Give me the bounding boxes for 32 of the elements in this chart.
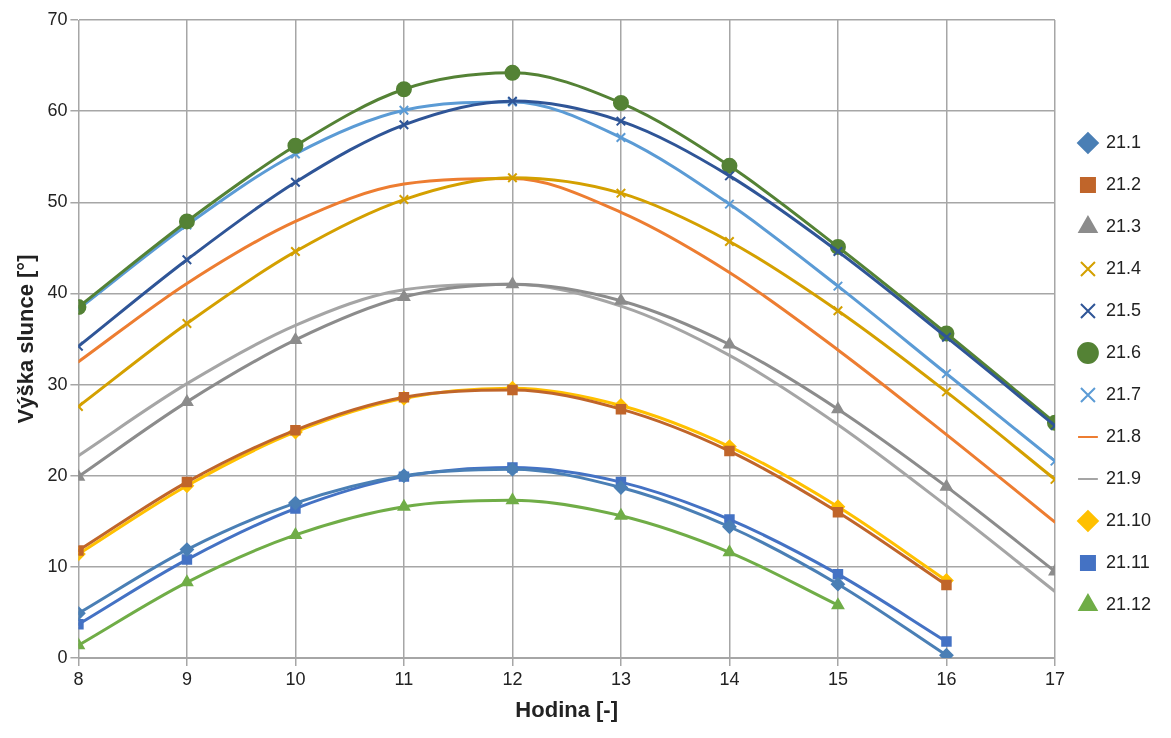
legend-label: 21.1 xyxy=(1105,131,1141,152)
x-tick-label: 12 xyxy=(502,668,523,689)
y-tick-label: 10 xyxy=(47,555,68,576)
legend-label: 21.5 xyxy=(1105,299,1141,320)
legend-label: 21.9 xyxy=(1105,467,1141,488)
x-tick-label: 14 xyxy=(719,668,740,689)
y-tick-label: 0 xyxy=(57,646,68,667)
legend-label: 21.6 xyxy=(1105,341,1141,362)
y-tick-label: 70 xyxy=(47,8,68,29)
legend-label: 21.10 xyxy=(1105,509,1151,530)
legend-label: 21.2 xyxy=(1105,173,1141,194)
x-tick-label: 9 xyxy=(181,668,192,689)
legend-label: 21.8 xyxy=(1105,425,1141,446)
y-tick-label: 20 xyxy=(47,464,68,485)
x-tick-label: 8 xyxy=(73,668,84,689)
y-tick-label: 40 xyxy=(47,282,68,303)
y-tick-label: 50 xyxy=(47,191,68,212)
legend-label: 21.7 xyxy=(1105,383,1141,404)
x-tick-label: 15 xyxy=(827,668,848,689)
x-axis-title: Hodina [-] xyxy=(515,696,619,722)
x-tick-label: 10 xyxy=(285,668,306,689)
x-tick-label: 13 xyxy=(610,668,631,689)
x-tick-label: 17 xyxy=(1044,668,1065,689)
legend-label: 21.3 xyxy=(1105,215,1141,236)
y-axis-title: Výška slunce [°] xyxy=(13,254,39,424)
x-tick-label: 16 xyxy=(936,668,957,689)
y-tick-label: 30 xyxy=(47,373,68,394)
legend-label: 21.11 xyxy=(1105,551,1150,572)
legend-label: 21.12 xyxy=(1105,593,1151,614)
legend-label: 21.4 xyxy=(1105,257,1141,278)
x-tick-label: 11 xyxy=(394,668,414,689)
y-tick-label: 60 xyxy=(47,100,68,121)
